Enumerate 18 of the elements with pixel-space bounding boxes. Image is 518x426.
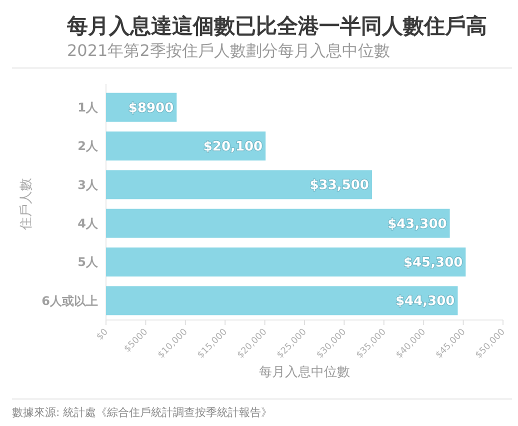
text: 數據來源: 統計處《綜合住戶統計調查按季統計報告》 (12, 406, 272, 419)
data-label: $33,500 (310, 178, 369, 194)
x-axis-title: 每月入息中位數 (259, 365, 350, 380)
data-label: $20,100 (203, 140, 263, 155)
y-tick-label: 4人 (78, 216, 99, 231)
chart-title: 每月入息達這個數已比全港一半同人數住戶高 (66, 14, 487, 38)
data-label: $43,300 (388, 216, 447, 232)
data-label: $44,300 (396, 294, 455, 310)
y-tick-label: 6人或以上 (42, 294, 98, 308)
y-axis-title: 住戶人數 (19, 178, 34, 231)
y-tick-label: 3人 (78, 178, 99, 192)
chart-subtitle: 2021年第2季按住戶人數劃分每月入息中位數 (67, 41, 390, 60)
y-tick-label: 5人 (78, 255, 99, 270)
x-tick-label: $0 (95, 327, 111, 342)
y-tick-label: 1人 (78, 100, 99, 115)
y-tick-label: 2人 (78, 139, 99, 154)
data-label: $8900 (128, 100, 174, 116)
data-label: $45,300 (403, 256, 463, 271)
